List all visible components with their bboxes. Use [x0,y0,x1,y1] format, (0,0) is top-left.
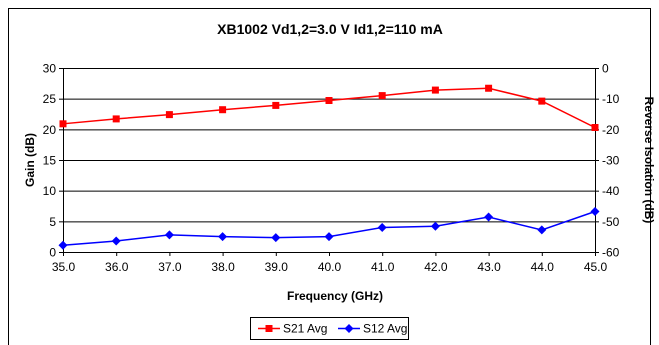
legend-box [250,317,409,340]
s21-avg-data-point [165,111,173,119]
s21-avg-data-point [219,106,227,114]
chart-title: XB1002 Vd1,2=3.0 V Id1,2=110 mA [217,21,443,37]
x-tick-label: 35.0 [52,260,76,274]
s12-avg-data-point [377,222,387,232]
s12-avg-data-point [430,221,440,231]
y2-tick-label: -30 [602,154,620,168]
y2-tick-label: -60 [602,246,620,260]
s12-avg-data-point [271,233,281,243]
y2-tick-label: 0 [602,62,609,76]
s21-avg-legend-label: S21 Avg [283,322,327,336]
y-axis-title: Gain (dB) [23,133,37,187]
s12-avg-data-point [111,236,121,246]
x-tick-label: 45.0 [584,260,608,274]
x-tick-label: 41.0 [371,260,395,274]
y-tick-label: 10 [43,184,57,198]
y-tick-label: 20 [43,123,57,137]
y-tick-label: 25 [43,92,57,106]
s12-avg-data-point [218,232,228,242]
s21-avg-data-point [538,97,546,105]
s12-avg-data-point [58,240,68,250]
y2-tick-label: -10 [602,92,620,106]
y2-tick-label: -40 [602,184,620,198]
chart-area-border [8,8,651,345]
s21-avg-data-point [325,97,333,105]
y2-axis-title: Reverse Isolation (dB) [642,97,656,224]
s12-avg-legend-label: S12 Avg [363,322,407,336]
s21-avg-data-point [591,123,599,131]
s21-avg-data-point [431,86,439,94]
s12-avg-data-point [164,230,174,240]
s21-avg-legend-marker [265,325,273,332]
x-tick-label: 39.0 [265,260,289,274]
x-tick-label: 38.0 [211,260,235,274]
s21-avg-data-point [378,92,386,100]
s12-avg-data-point [324,232,334,242]
s21-avg-data-point [485,84,493,92]
x-tick-label: 37.0 [158,260,182,274]
s12-avg-legend-marker [344,324,354,333]
y-tick-label: 15 [43,154,57,168]
y2-tick-label: -20 [602,123,620,137]
s12-avg-data-point [590,207,600,217]
x-tick-label: 36.0 [105,260,129,274]
y-tick-label: 0 [49,246,56,260]
s21-avg-series-line [62,87,596,129]
x-tick-label: 43.0 [477,260,501,274]
s21-avg-data-point [272,101,280,109]
s12-avg-data-point [484,212,494,222]
x-axis-title: Frequency (GHz) [287,289,383,303]
y-tick-label: 30 [43,62,57,76]
legend: S21 Avg S12 Avg [250,317,409,340]
s21-avg-data-point [59,120,67,128]
y2-tick-label: -50 [602,215,620,229]
s12-avg-data-point [537,225,547,235]
x-tick-label: 44.0 [531,260,555,274]
s21-avg-data-point [112,115,120,123]
x-tick-label: 42.0 [424,260,448,274]
x-tick-label: 40.0 [318,260,342,274]
y-tick-label: 5 [49,215,56,229]
